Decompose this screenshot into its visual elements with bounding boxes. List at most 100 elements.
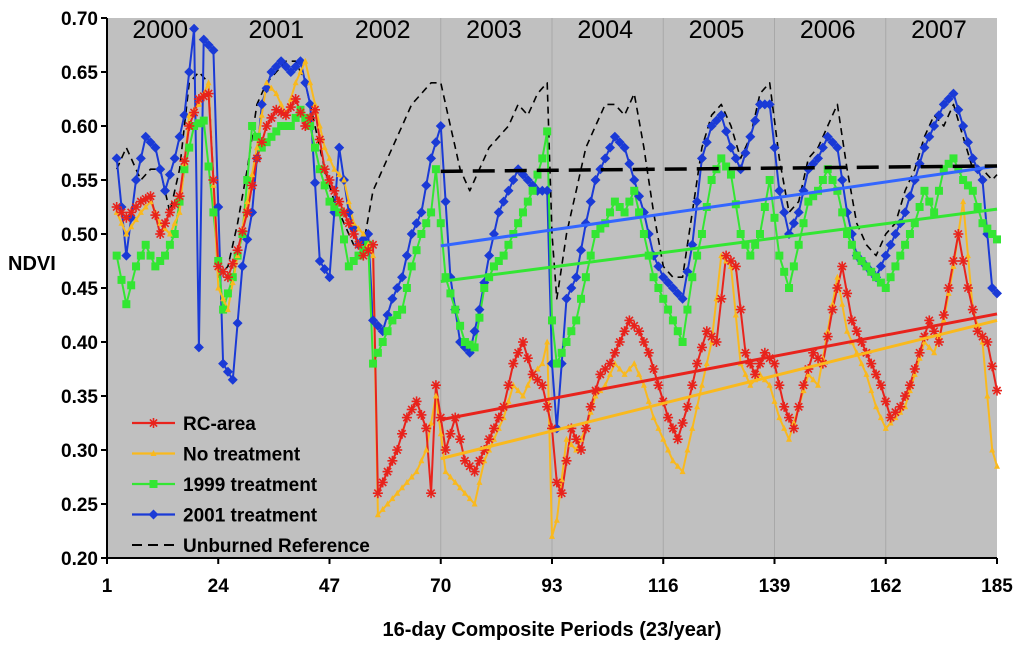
data-point-rc-area — [232, 245, 243, 256]
data-point-1999-treatment — [852, 251, 861, 260]
data-point-1999-treatment — [267, 132, 276, 141]
data-point-no-treatment — [336, 171, 343, 178]
data-point-1999-treatment — [722, 162, 731, 171]
data-point-2001-treatment — [140, 131, 151, 142]
data-point-no-treatment — [544, 338, 551, 345]
data-point-no-treatment — [839, 300, 846, 307]
data-point-1999-treatment — [838, 208, 847, 217]
data-point-2001-treatment — [725, 142, 736, 153]
data-point-2001-treatment — [189, 23, 200, 34]
x-tick-label: 116 — [648, 576, 679, 597]
legend-marker-2001-treatment — [148, 509, 159, 520]
data-point-rc-area — [247, 180, 258, 191]
data-point-1999-treatment — [281, 122, 290, 130]
data-point-2001-treatment — [629, 175, 640, 185]
data-point-1999-treatment — [402, 284, 411, 292]
data-point-no-treatment — [399, 484, 406, 491]
legend-entry-no-treatment: No treatment — [132, 445, 301, 466]
data-point-1999-treatment — [122, 300, 131, 309]
data-point-2001-treatment — [885, 239, 896, 250]
data-point-no-treatment — [824, 327, 831, 334]
data-point-2001-treatment — [967, 153, 978, 164]
data-point-no-treatment — [858, 360, 865, 367]
data-point-rc-area — [305, 112, 316, 123]
data-point-2001-treatment — [667, 283, 678, 293]
y-tick-label: 0.40 — [61, 333, 98, 354]
data-point-no-treatment — [466, 495, 473, 502]
data-point-2001-treatment — [469, 326, 480, 337]
data-point-2001-treatment — [658, 272, 669, 283]
legend-entry-rc-area: RC-area — [132, 414, 256, 435]
data-point-no-treatment — [442, 468, 449, 475]
data-point-rc-area — [309, 104, 320, 115]
data-point-2001-treatment — [406, 229, 417, 239]
data-point-rc-area — [571, 434, 582, 445]
data-point-no-treatment — [432, 392, 439, 399]
legend-entry-2001-treatment: 2001 treatment — [132, 506, 318, 527]
data-point-1999-treatment — [963, 181, 972, 190]
data-point-1999-treatment — [760, 203, 769, 211]
data-point-1999-treatment — [310, 143, 319, 152]
data-point-1999-treatment — [499, 251, 508, 260]
data-point-rc-area — [784, 412, 795, 423]
data-point-2001-treatment — [948, 88, 959, 99]
data-point-no-treatment — [790, 419, 797, 426]
data-point-no-treatment — [505, 397, 512, 404]
data-point-rc-area — [484, 434, 495, 445]
data-point-1999-treatment — [697, 230, 706, 238]
data-point-rc-area — [184, 121, 195, 131]
data-point-no-treatment — [732, 311, 739, 318]
data-point-rc-area — [798, 380, 809, 391]
data-point-no-treatment — [602, 381, 609, 388]
data-point-no-treatment — [742, 370, 749, 377]
data-point-rc-area — [406, 404, 417, 415]
legend-label: RC-area — [183, 414, 256, 435]
data-point-rc-area — [880, 396, 891, 407]
data-point-rc-area — [290, 94, 301, 104]
data-point-rc-area — [774, 380, 785, 391]
data-point-rc-area — [682, 401, 693, 412]
data-point-1999-treatment — [726, 170, 735, 179]
data-point-1999-treatment — [209, 208, 218, 217]
data-point-1999-treatment — [378, 338, 387, 346]
data-point-no-treatment — [302, 57, 309, 64]
data-point-2001-treatment — [822, 131, 833, 142]
data-point-1999-treatment — [983, 224, 992, 233]
data-point-2001-treatment — [904, 191, 915, 202]
data-point-1999-treatment — [330, 203, 339, 211]
data-point-1999-treatment — [688, 273, 697, 282]
data-point-rc-area — [948, 256, 959, 266]
data-point-rc-area — [397, 428, 408, 439]
data-point-rc-area — [280, 110, 291, 121]
data-point-rc-area — [542, 401, 553, 412]
data-point-1999-treatment — [151, 262, 160, 271]
data-point-1999-treatment — [993, 235, 1001, 244]
data-point-no-treatment — [786, 435, 793, 442]
data-point-1999-treatment — [843, 230, 852, 238]
data-point-1999-treatment — [272, 127, 281, 136]
data-point-2001-treatment — [672, 288, 683, 299]
data-point-2001-treatment — [696, 153, 707, 164]
data-point-rc-area — [638, 337, 649, 347]
data-point-rc-area — [609, 347, 620, 358]
data-point-no-treatment — [297, 68, 304, 75]
data-point-rc-area — [634, 326, 645, 337]
data-point-1999-treatment — [480, 284, 489, 292]
data-point-rc-area — [353, 239, 364, 250]
data-point-rc-area — [653, 380, 664, 391]
data-point-no-treatment — [989, 446, 996, 453]
data-point-no-treatment — [558, 476, 565, 483]
data-point-2001-treatment — [929, 121, 940, 131]
data-point-no-treatment — [674, 462, 681, 469]
trendline-2001-treatment — [440, 164, 998, 248]
data-point-rc-area — [900, 391, 911, 401]
data-point-rc-area — [251, 153, 262, 164]
data-point-1999-treatment — [678, 338, 687, 346]
data-point-rc-area — [508, 358, 519, 369]
data-point-1999-treatment — [949, 154, 958, 163]
data-point-1999-treatment — [833, 186, 842, 195]
data-point-1999-treatment — [199, 116, 208, 125]
data-point-no-treatment — [679, 468, 686, 475]
data-point-1999-treatment — [349, 257, 358, 265]
data-point-no-treatment — [166, 230, 173, 237]
